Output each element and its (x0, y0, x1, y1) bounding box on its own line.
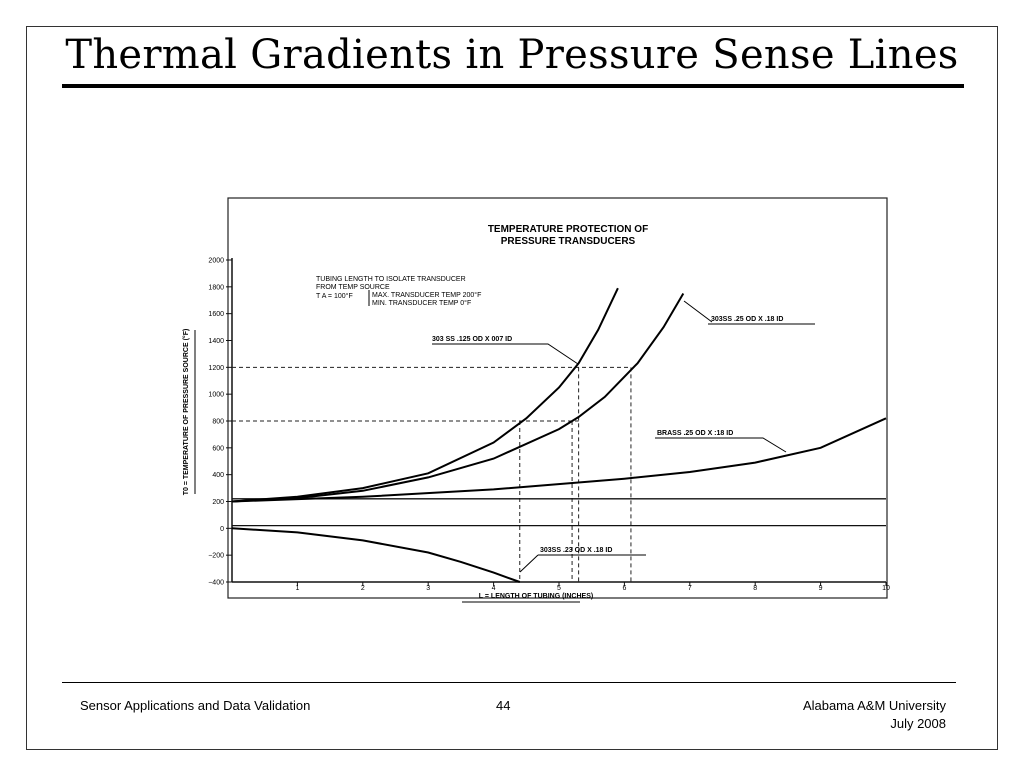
series-label-303ss-25: 303SS .25 OD X .18 ID (711, 316, 783, 323)
footer-course-title: Sensor Applications and Data Validation (80, 698, 311, 713)
x-ticks: 1 2 3 4 5 6 7 8 9 10 (295, 582, 890, 592)
y-tick-label: 1400 (208, 338, 224, 345)
y-tick-label: 2000 (208, 258, 224, 265)
annotation-line-3: T A = 100°F (316, 292, 353, 300)
series-curve (231, 527, 521, 583)
x-axis-label: L = LENGTH OF TUBING (INCHES) (479, 593, 593, 600)
x-tick-label: 5 (557, 585, 561, 592)
series-curve (231, 292, 685, 503)
label-leader (519, 554, 539, 573)
label-leader (655, 437, 787, 453)
label-leader (683, 300, 713, 323)
y-tick-label: −400 (208, 580, 224, 587)
footer-date: July 2008 (890, 716, 946, 731)
chart-title-line-1: TEMPERATURE PROTECTION OF (488, 224, 648, 235)
y-axis-label: T0 = TEMPERATURE OF PRESSURE SOURCE (°F) (182, 329, 190, 496)
chart-title-line-2: PRESSURE TRANSDUCERS (501, 236, 636, 247)
series-label-brass: BRASS .25 OD X :18 ID (657, 430, 733, 437)
y-ticks: 2000180016001400120010008006004002000−20… (208, 258, 232, 587)
x-tick-label: 3 (426, 585, 430, 592)
x-tick-label: 10 (882, 585, 890, 592)
series-label-303ss-23: 303SS .23 OD X .18 ID (540, 547, 612, 554)
x-tick-label: 4 (492, 585, 496, 592)
footer-institution: Alabama A&M University (802, 698, 946, 713)
series-label-303ss-125: 303 SS .125 OD X 007 ID (432, 336, 512, 343)
y-tick-label: 400 (212, 472, 224, 479)
footer-rule (62, 682, 956, 683)
y-tick-label: 1200 (208, 365, 224, 372)
x-tick-label: 8 (753, 585, 757, 592)
y-tick-label: 1800 (208, 284, 224, 291)
y-tick-label: 1600 (208, 311, 224, 318)
series-curve (231, 287, 619, 503)
x-tick-label: 6 (622, 585, 626, 592)
figure-border (227, 197, 888, 599)
annotation-line-1: TUBING LENGTH TO ISOLATE TRANSDUCER (316, 276, 466, 283)
annotation-line-2: FROM TEMP SOURCE (316, 284, 390, 291)
slide-title: Thermal Gradients in Pressure Sense Line… (65, 32, 959, 78)
label-leader (432, 343, 579, 365)
y-tick-label: 0 (220, 526, 224, 533)
y-tick-label: −200 (208, 553, 224, 560)
y-tick-label: 1000 (208, 392, 224, 399)
series-curve (231, 417, 887, 503)
y-tick-label: 600 (212, 445, 224, 452)
annotation-line-5: MIN. TRANSDUCER TEMP 0°F (372, 299, 471, 307)
x-tick-label: 7 (688, 585, 692, 592)
title-underline (62, 84, 964, 88)
y-tick-label: 200 (212, 499, 224, 506)
y-tick-label: 800 (212, 419, 224, 426)
x-tick-label: 2 (361, 585, 365, 592)
annotation-line-4: MAX. TRANSDUCER TEMP 200°F (372, 291, 481, 299)
label-leaders (432, 300, 815, 573)
x-tick-label: 1 (295, 585, 299, 592)
slide-frame (26, 26, 998, 750)
page-number: 44 (496, 698, 511, 713)
curves (231, 287, 887, 583)
reference-lines (232, 498, 886, 527)
x-tick-label: 9 (819, 585, 823, 592)
